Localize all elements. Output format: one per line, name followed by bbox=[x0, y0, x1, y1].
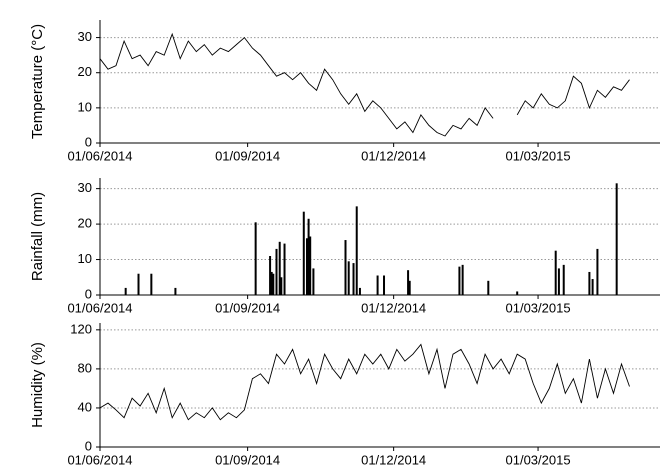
bar bbox=[269, 256, 272, 295]
bar bbox=[137, 273, 140, 295]
x-tick-label: 01/12/2014 bbox=[361, 148, 426, 163]
bar bbox=[591, 279, 594, 295]
y-tick-label: 0 bbox=[85, 438, 92, 453]
bar bbox=[174, 287, 177, 295]
bar bbox=[307, 218, 310, 295]
x-tick-label: 01/09/2014 bbox=[215, 300, 280, 315]
bar bbox=[272, 273, 275, 295]
x-tick-label: 01/12/2014 bbox=[361, 300, 426, 315]
bar bbox=[254, 222, 257, 295]
bar bbox=[302, 211, 305, 295]
bar bbox=[270, 271, 273, 295]
bar bbox=[407, 270, 410, 295]
y-axis-label: Rainfall (mm) bbox=[29, 192, 46, 281]
x-tick-label: 01/09/2014 bbox=[215, 452, 280, 467]
bar bbox=[596, 248, 599, 295]
bar bbox=[487, 280, 490, 295]
bar bbox=[562, 264, 565, 295]
x-tick-label: 01/09/2014 bbox=[215, 148, 280, 163]
bar bbox=[124, 287, 127, 295]
y-axis-label: Temperature (°C) bbox=[29, 24, 46, 139]
bar bbox=[516, 291, 519, 295]
y-tick-label: 20 bbox=[78, 216, 92, 231]
bar bbox=[588, 271, 591, 295]
bar bbox=[557, 268, 560, 295]
bar bbox=[278, 241, 281, 295]
y-tick-label: 10 bbox=[78, 99, 92, 114]
y-tick-label: 80 bbox=[78, 360, 92, 375]
x-tick-label: 01/12/2014 bbox=[361, 452, 426, 467]
x-tick-label: 01/03/2015 bbox=[506, 300, 571, 315]
bar bbox=[461, 264, 464, 295]
bar bbox=[305, 238, 308, 295]
y-axis-label: Humidity (%) bbox=[29, 342, 46, 428]
y-tick-label: 40 bbox=[78, 399, 92, 414]
bar bbox=[309, 236, 312, 295]
y-tick-label: 0 bbox=[85, 134, 92, 149]
bar bbox=[280, 277, 283, 295]
x-tick-label: 01/03/2015 bbox=[506, 452, 571, 467]
x-tick-label: 01/06/2014 bbox=[67, 148, 132, 163]
bar bbox=[408, 280, 411, 295]
bar bbox=[376, 275, 379, 295]
bar bbox=[458, 266, 461, 295]
y-tick-label: 20 bbox=[78, 64, 92, 79]
bar bbox=[150, 273, 153, 295]
bar bbox=[352, 263, 355, 295]
line bbox=[99, 32, 630, 137]
y-tick-label: 30 bbox=[78, 29, 92, 44]
bar bbox=[347, 261, 350, 295]
x-tick-label: 01/03/2015 bbox=[506, 148, 571, 163]
bar bbox=[355, 206, 358, 295]
bar bbox=[554, 250, 557, 295]
line bbox=[99, 343, 630, 421]
bar bbox=[344, 240, 347, 295]
y-tick-label: 0 bbox=[85, 286, 92, 301]
y-tick-label: 30 bbox=[78, 180, 92, 195]
bar bbox=[275, 248, 278, 295]
bar bbox=[383, 275, 386, 295]
x-tick-label: 01/06/2014 bbox=[67, 300, 132, 315]
bar bbox=[283, 243, 286, 295]
bar bbox=[358, 287, 361, 295]
x-tick-label: 01/06/2014 bbox=[67, 452, 132, 467]
bar bbox=[312, 268, 315, 295]
y-tick-label: 10 bbox=[78, 251, 92, 266]
bar bbox=[615, 183, 618, 295]
y-tick-label: 120 bbox=[70, 321, 92, 336]
